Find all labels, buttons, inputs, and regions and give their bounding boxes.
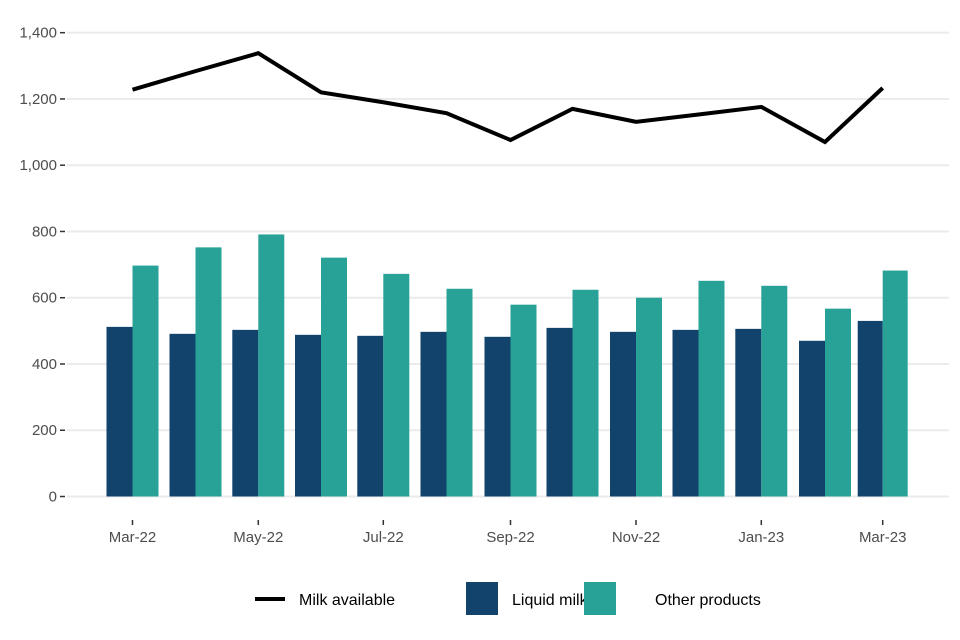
x-tick-label: Mar-23 bbox=[859, 529, 907, 546]
y-tick-label: 600 bbox=[32, 290, 57, 307]
bars bbox=[106, 234, 908, 497]
y-tick-label: 200 bbox=[32, 422, 57, 439]
y-tick-label: 1,200 bbox=[19, 91, 57, 108]
bar-liquid-milk bbox=[857, 320, 883, 497]
x-tick-label: Mar-22 bbox=[109, 529, 157, 546]
bar-liquid-milk bbox=[610, 331, 636, 497]
x-tick-label: Nov-22 bbox=[612, 529, 660, 546]
legend-item-other-products: Other products bbox=[584, 582, 761, 615]
legend-item-milk-available: Milk available bbox=[255, 592, 395, 609]
bar-other-products bbox=[572, 289, 599, 497]
bar-other-products bbox=[446, 288, 473, 497]
y-tick-label: 800 bbox=[32, 223, 57, 240]
legend-box-swatch bbox=[466, 582, 498, 615]
bar-other-products bbox=[258, 234, 285, 497]
bar-liquid-milk bbox=[295, 334, 321, 497]
y-axis: 0 200 400 600 800 1,000 1,200 1,400 bbox=[19, 25, 65, 506]
bar-other-products bbox=[383, 273, 410, 497]
bar-other-products bbox=[132, 265, 159, 497]
bar-liquid-milk bbox=[357, 335, 384, 497]
bar-liquid-milk bbox=[420, 331, 447, 497]
bar-liquid-milk bbox=[546, 327, 573, 497]
x-tick-label: Sep-22 bbox=[486, 529, 534, 546]
line-milk-available bbox=[131, 51, 885, 145]
bar-other-products bbox=[636, 297, 662, 497]
bar-liquid-milk bbox=[484, 336, 511, 497]
legend-label: Liquid milk bbox=[512, 592, 589, 609]
bar-other-products bbox=[882, 270, 908, 497]
bar-liquid-milk bbox=[735, 328, 762, 497]
bar-liquid-milk bbox=[799, 340, 825, 497]
bar-other-products bbox=[321, 257, 347, 497]
x-tick-label: Jan-23 bbox=[738, 529, 784, 546]
bar-liquid-milk bbox=[169, 333, 196, 497]
bar-other-products bbox=[195, 247, 222, 497]
line-series bbox=[131, 51, 885, 145]
y-tick-label: 0 bbox=[49, 489, 57, 506]
bar-liquid-milk bbox=[232, 329, 259, 497]
y-tick-label: 400 bbox=[32, 356, 57, 373]
x-tick-label: May-22 bbox=[233, 529, 283, 546]
legend-item-liquid-milk: Liquid milk bbox=[466, 582, 589, 615]
bar-other-products bbox=[761, 285, 788, 497]
y-tick-label: 1,000 bbox=[19, 157, 57, 174]
x-tick-label: Jul-22 bbox=[363, 529, 404, 546]
y-tick-label: 1,400 bbox=[19, 25, 57, 42]
bar-other-products bbox=[698, 280, 725, 497]
legend: Milk available Liquid milk Other product… bbox=[255, 582, 761, 615]
bar-other-products bbox=[825, 308, 851, 497]
legend-label: Other products bbox=[655, 592, 761, 609]
legend-box-swatch bbox=[584, 582, 616, 615]
x-axis: Mar-22 May-22 Jul-22 Sep-22 Nov-22 Jan-23 Mar-… bbox=[109, 520, 907, 546]
legend-label: Milk available bbox=[299, 592, 395, 609]
bar-liquid-milk bbox=[106, 326, 133, 497]
bar-liquid-milk bbox=[672, 329, 699, 497]
bar-other-products bbox=[510, 304, 537, 497]
